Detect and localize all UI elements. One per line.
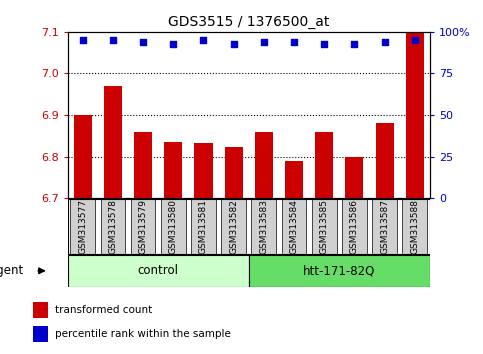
Text: GSM313587: GSM313587 [380,199,389,254]
Text: GSM313578: GSM313578 [108,199,117,254]
Bar [164,142,183,198]
Text: htt-171-82Q: htt-171-82Q [303,264,375,277]
FancyBboxPatch shape [372,199,397,254]
FancyBboxPatch shape [282,199,306,254]
Point [320,41,328,46]
Bar [33,302,48,318]
Text: GSM313585: GSM313585 [320,199,329,254]
FancyBboxPatch shape [68,255,249,287]
FancyBboxPatch shape [342,199,367,254]
Text: GSM313583: GSM313583 [259,199,269,254]
Text: agent: agent [0,264,24,277]
Bar [345,157,364,198]
Text: control: control [138,264,179,277]
FancyBboxPatch shape [131,199,156,254]
FancyBboxPatch shape [161,199,185,254]
Bar [255,132,273,198]
Text: transformed count: transformed count [55,305,152,315]
Point [351,41,358,46]
Point [170,41,177,46]
Point [109,38,117,43]
Bar [315,132,333,198]
Bar [406,0,424,198]
Text: GSM313586: GSM313586 [350,199,359,254]
Text: GSM313581: GSM313581 [199,199,208,254]
Text: GSM313588: GSM313588 [410,199,419,254]
Bar [225,148,242,198]
Bar [73,115,92,198]
Point [260,39,268,45]
Text: GSM313582: GSM313582 [229,199,238,254]
Point [381,39,388,45]
Point [290,39,298,45]
Text: GSM313584: GSM313584 [289,199,298,254]
FancyBboxPatch shape [402,199,427,254]
FancyBboxPatch shape [249,255,430,287]
Bar [33,326,48,342]
FancyBboxPatch shape [100,199,125,254]
Bar [104,86,122,198]
Text: GSM313580: GSM313580 [169,199,178,254]
Bar [134,132,152,198]
FancyBboxPatch shape [221,199,246,254]
Point [411,38,419,43]
Text: GSM313577: GSM313577 [78,199,87,254]
Title: GDS3515 / 1376500_at: GDS3515 / 1376500_at [168,16,329,29]
Bar [285,161,303,198]
FancyBboxPatch shape [312,199,337,254]
FancyBboxPatch shape [191,199,216,254]
Text: GSM313579: GSM313579 [139,199,148,254]
Bar [195,143,213,198]
Bar [376,124,394,198]
FancyBboxPatch shape [71,199,95,254]
Text: percentile rank within the sample: percentile rank within the sample [55,329,231,339]
Point [199,38,207,43]
Point [139,39,147,45]
FancyBboxPatch shape [252,199,276,254]
Point [79,38,86,43]
Point [230,41,238,46]
